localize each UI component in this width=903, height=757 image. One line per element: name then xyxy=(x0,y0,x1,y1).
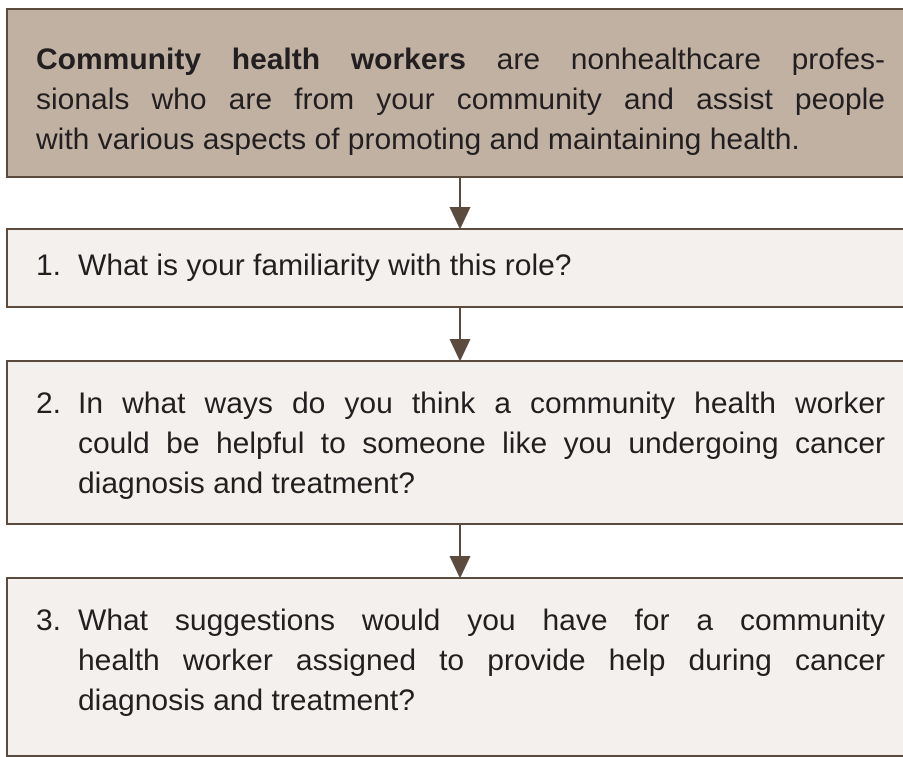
question-number: 1. xyxy=(36,249,62,282)
definition-line: Community health workers are nonhealthca… xyxy=(36,40,885,80)
definition-line: with various aspects of promoting and ma… xyxy=(36,123,800,156)
arrow-head xyxy=(449,339,471,362)
question-box: 1. What is your familiarity with this rol… xyxy=(6,228,903,308)
arrow-head xyxy=(449,556,471,579)
question-row: 1. What is your familiarity with this rol… xyxy=(36,246,885,286)
question-number: 3. xyxy=(36,604,62,637)
arrows xyxy=(449,178,471,579)
question-line: diagnosis and treatment? xyxy=(78,467,415,500)
question-row: 2. In what ways do you think a community … xyxy=(36,384,885,504)
question-lines: What is your familiarity with this role? xyxy=(78,246,885,286)
question-line: health worker assigned to provide help d… xyxy=(78,644,885,677)
question-lines: In what ways do you think a community he… xyxy=(78,384,885,504)
question-line: What is your familiarity with this role? xyxy=(78,249,572,282)
question-box: 3. What suggestions would you have for a … xyxy=(6,577,903,757)
page: Community health workers are nonhealthca… xyxy=(6,8,903,757)
definition-text: are nonhealthcare profes- xyxy=(496,43,885,76)
definition-box: Community health workers are nonhealthca… xyxy=(6,8,903,178)
question-row: 3. What suggestions would you have for a … xyxy=(36,601,885,721)
definition-line: sionals who are from your community and … xyxy=(36,83,885,116)
question-line: diagnosis and treatment? xyxy=(78,684,415,717)
arrow-head xyxy=(449,207,471,230)
definition-term: Community health workers xyxy=(36,43,466,76)
question-line: In what ways do you think a community he… xyxy=(78,387,885,420)
question-number: 2. xyxy=(36,387,62,420)
question-box: 2. In what ways do you think a community … xyxy=(6,360,903,525)
question-line: What suggestions would you have for a co… xyxy=(78,604,885,637)
question-line: could be helpful to someone like you und… xyxy=(78,427,885,460)
question-lines: What suggestions would you have for a co… xyxy=(78,601,885,721)
